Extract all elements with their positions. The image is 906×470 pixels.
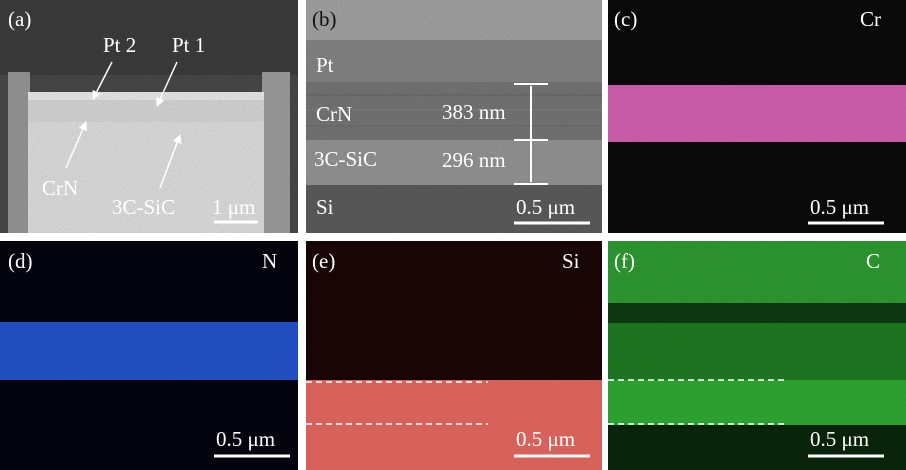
- layer-label: Si: [316, 195, 334, 219]
- element-label: N: [262, 249, 277, 273]
- annotation: Pt 2: [103, 33, 136, 57]
- panel-a: (a) Pt 2 Pt 1 CrN 3C-SiC 1 μm: [0, 0, 298, 233]
- panel-e: (e) Si 0.5 μm: [306, 241, 602, 470]
- scale-bar-label: 0.5 μm: [216, 427, 275, 451]
- annotation: CrN: [42, 176, 78, 200]
- panel-c: (c) Cr 0.5 μm: [608, 0, 906, 233]
- panel-f: (f) C 0.5 μm: [608, 241, 906, 470]
- layer-label: Pt: [316, 53, 334, 77]
- layer-label: CrN: [316, 102, 352, 126]
- element-label: Cr: [860, 7, 881, 31]
- layer-label: 3C-SiC: [314, 147, 377, 171]
- panel-label: (a): [8, 7, 31, 31]
- panel-label: (f): [614, 249, 635, 273]
- annotation: Pt 1: [172, 33, 205, 57]
- panel-label: (d): [8, 249, 33, 273]
- panel-label: (b): [312, 7, 337, 31]
- arrow: [92, 61, 113, 100]
- measurement: 383 nm: [442, 100, 506, 124]
- arrow: [65, 121, 87, 169]
- scale-bar-label: 1 μm: [212, 195, 255, 219]
- element-label: Si: [562, 249, 580, 273]
- scale-bar-label: 0.5 μm: [810, 195, 869, 219]
- arrow: [159, 134, 182, 189]
- panel-d: (d) N 0.5 μm: [0, 241, 298, 470]
- measurement: 296 nm: [442, 148, 506, 172]
- panel-label: (c): [614, 7, 637, 31]
- panel-label: (e): [312, 249, 335, 273]
- scale-bar-label: 0.5 μm: [516, 427, 575, 451]
- annotation: 3C-SiC: [112, 195, 175, 219]
- element-label: C: [866, 249, 880, 273]
- panel-b: (b) Pt CrN 3C-SiC Si 383 nm 296 nm 0.5 μ…: [306, 0, 602, 233]
- scale-bar-label: 0.5 μm: [810, 427, 869, 451]
- scale-bar-label: 0.5 μm: [516, 195, 575, 219]
- arrow: [156, 61, 178, 107]
